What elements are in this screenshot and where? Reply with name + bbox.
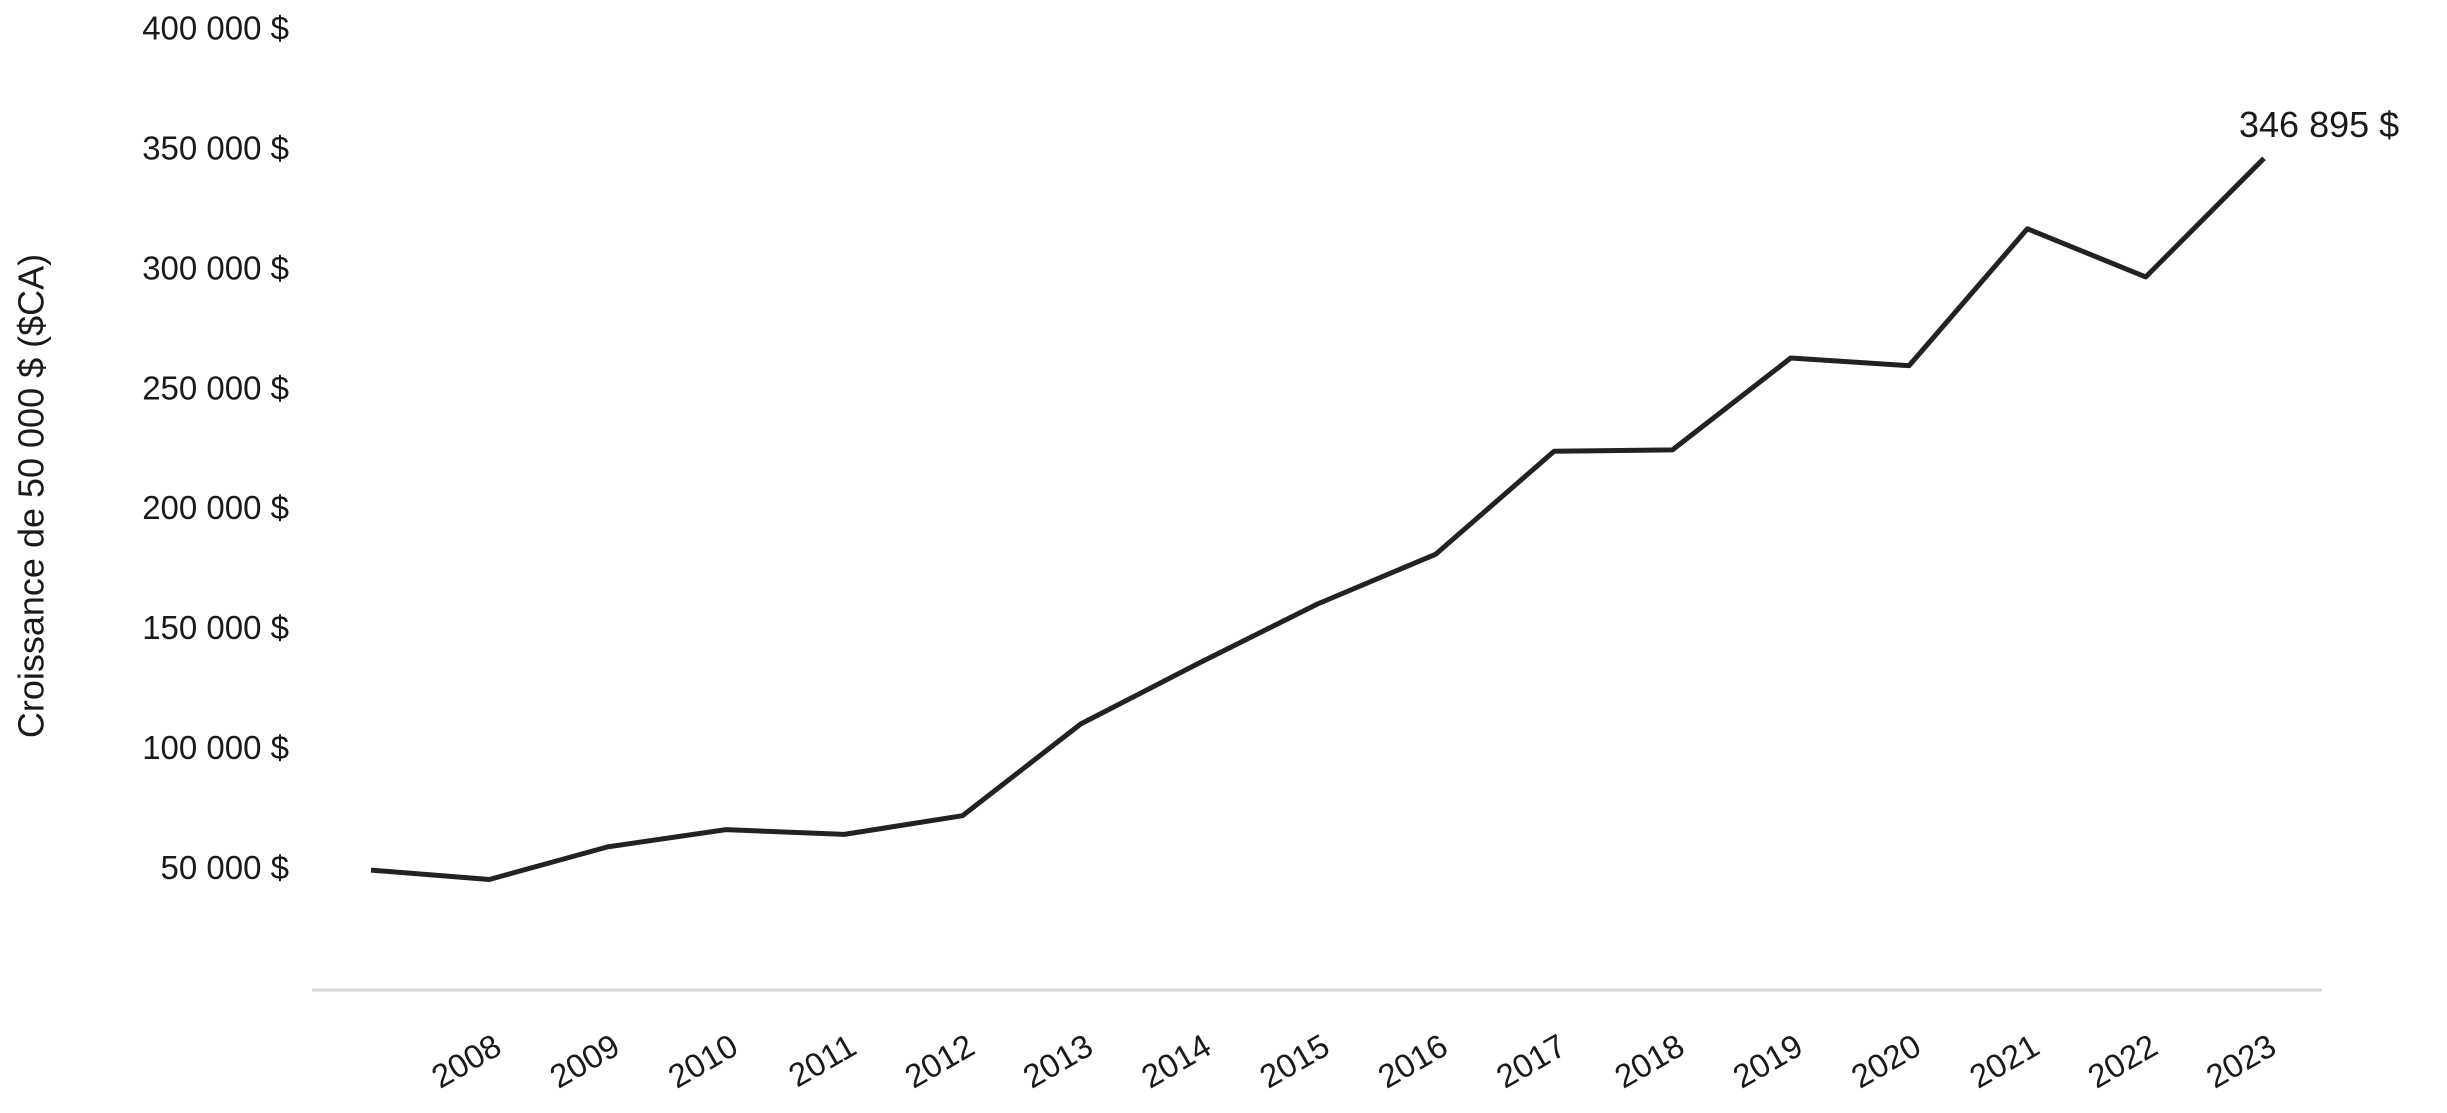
x-tick-label: 2022 [2081, 1027, 2163, 1096]
y-axis-label: Croissance de 50 000 $ ($CA) [11, 254, 52, 738]
x-tick-label: 2016 [1372, 1027, 1454, 1096]
x-tick-label: 2021 [1963, 1027, 2045, 1096]
x-tick-label: 2019 [1727, 1027, 1809, 1096]
x-tick-label: 2017 [1490, 1027, 1572, 1096]
x-tick-label: 2011 [782, 1027, 862, 1095]
x-tick-label: 2023 [2200, 1027, 2282, 1096]
data-label: 346 895 $ [2239, 104, 2399, 145]
x-tick-label: 2013 [1017, 1027, 1099, 1096]
x-tick-label: 2018 [1608, 1027, 1690, 1096]
line [370, 156, 2266, 882]
x-tick-label: 2020 [1845, 1027, 1927, 1096]
y-tick-label: 300 000 $ [142, 249, 289, 286]
y-tick-label: 100 000 $ [142, 729, 289, 766]
y-tick-label: 250 000 $ [142, 369, 289, 406]
x-tick-label: 2014 [1135, 1027, 1217, 1096]
y-tick-label: 50 000 $ [161, 849, 289, 886]
x-tick-label: 2012 [898, 1027, 980, 1096]
x-tick-label: 2009 [543, 1027, 625, 1096]
y-tick-label: 150 000 $ [142, 609, 289, 646]
x-tick-label: 2008 [425, 1027, 507, 1096]
y-tick-label: 400 000 $ [142, 10, 289, 47]
x-tick-label: 2010 [662, 1027, 744, 1096]
y-tick-label: 200 000 $ [142, 489, 289, 526]
y-tick-label: 350 000 $ [142, 130, 289, 167]
x-tick-label: 2015 [1253, 1027, 1335, 1096]
